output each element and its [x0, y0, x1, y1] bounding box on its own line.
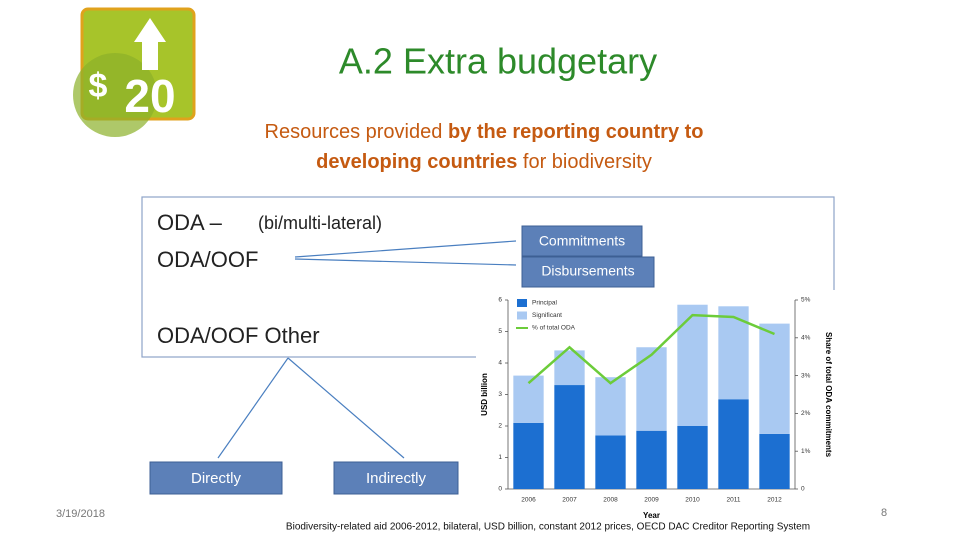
page-number: 8: [881, 507, 887, 519]
oda-label: ODA –: [157, 210, 223, 235]
bar: [513, 422, 544, 489]
arrow: [294, 258, 517, 266]
oda-oof-other-label: ODA/OOF Other: [157, 323, 320, 348]
caption: Biodiversity-related aid 2006-2012, bila…: [286, 522, 810, 533]
logo-number: 20: [124, 70, 175, 122]
x-tick-label: 2011: [727, 497, 741, 504]
y-tick-label: 5: [498, 328, 502, 335]
logo: $ 20: [73, 7, 196, 137]
x-tick-label: 2007: [562, 497, 577, 504]
y-tick-label: 6: [498, 297, 502, 304]
oda-oof-label: ODA/OOF: [157, 247, 258, 272]
legend-label: Principal: [532, 300, 557, 307]
x-tick-label: 2006: [521, 497, 536, 504]
logo-arrow: [134, 18, 166, 70]
line: [527, 313, 775, 385]
bar: [677, 426, 708, 489]
disbursements-button[interactable]: [521, 256, 655, 288]
y-tick-label: 2: [498, 423, 502, 430]
bar: [636, 430, 667, 489]
logo-symbol: $: [89, 67, 108, 105]
bar: [595, 377, 626, 436]
subtitle-text: for biodiversity: [517, 151, 652, 173]
commitments-label: Commitments: [539, 233, 625, 249]
bar: [595, 435, 626, 489]
bar: [759, 323, 790, 434]
oda-note: (bi/multi-lateral): [258, 213, 382, 233]
disbursements-label: Disbursements: [541, 263, 634, 279]
indirectly-button[interactable]: [333, 461, 459, 495]
chart: 0 1 2 3 4 5 6 0 1% 2% 3% 4% 5% USD billion Share of to…: [480, 297, 833, 520]
y2-tick-label: 0: [801, 486, 805, 493]
y2-tick-label: 2%: [801, 410, 811, 417]
x-tick-label: 2010: [685, 497, 700, 504]
legend-swatch: [517, 311, 527, 320]
subtitle-text: Resources provided: [265, 121, 448, 143]
title: A.2 Extra budgetary: [339, 41, 657, 82]
bar: [677, 304, 708, 426]
y2-tick-label: 1%: [801, 448, 811, 455]
arrow: [287, 357, 405, 459]
y2-tick-label: 5%: [801, 297, 811, 304]
bar: [718, 399, 749, 489]
y-tick-label: 4: [498, 360, 502, 367]
x-axis-title: Year: [643, 511, 660, 520]
x-tick-label: 2008: [603, 497, 618, 504]
legend-label: % of total ODA: [532, 325, 576, 332]
subtitle-line: developing countries for biodiversity: [316, 151, 652, 173]
bar: [513, 375, 544, 423]
y2-tick-label: 4%: [801, 335, 811, 342]
x-tick-label: 2009: [644, 497, 659, 504]
y-axis-title: USD billion: [480, 373, 489, 416]
legend-label: Significant: [532, 312, 562, 319]
subtitle-emphasis: by the reporting country to: [448, 121, 704, 143]
arrow: [294, 240, 517, 258]
y-tick-label: 0: [498, 486, 502, 493]
y2-axis-title: Share of total ODA commitments: [824, 332, 833, 458]
subtitle-line: Resources provided by the reporting coun…: [265, 121, 704, 143]
indirectly-label: Indirectly: [366, 470, 427, 487]
subtitle-emphasis: developing countries: [316, 151, 517, 173]
y-tick-label: 1: [498, 454, 502, 461]
directly-button[interactable]: [149, 461, 283, 495]
arrows: [217, 240, 517, 459]
directly-label: Directly: [191, 470, 242, 487]
legend-swatch: [517, 299, 527, 307]
bar: [759, 433, 790, 489]
logo-coin: [73, 53, 157, 137]
arrow: [217, 357, 289, 459]
x-tick-label: 2012: [767, 497, 782, 504]
y-tick-label: 3: [498, 391, 502, 398]
commitments-button[interactable]: [521, 225, 643, 257]
bar: [554, 385, 585, 489]
y2-tick-label: 3%: [801, 372, 811, 379]
bar: [636, 347, 667, 431]
date: 3/19/2018: [56, 508, 105, 520]
